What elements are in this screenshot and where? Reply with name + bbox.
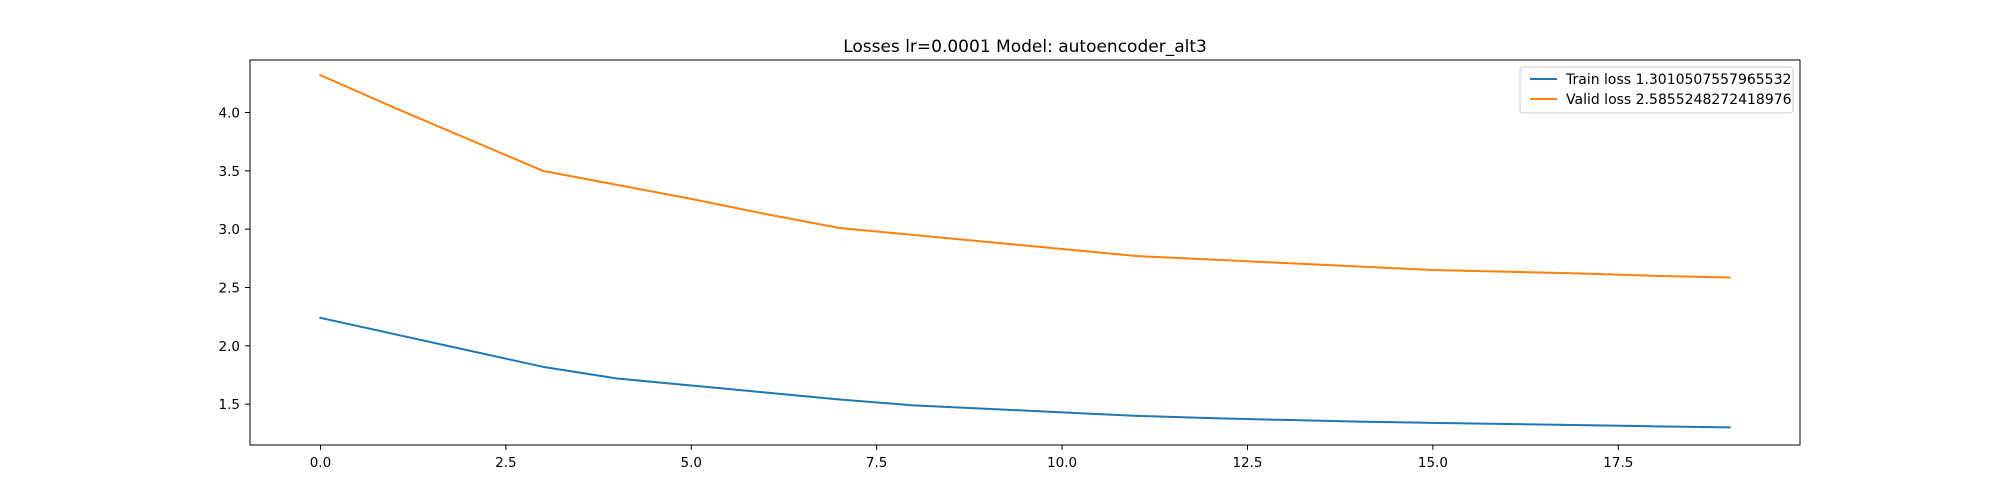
- legend-label-train: Train loss 1.3010507557965532: [1565, 72, 1791, 88]
- plot-series-group: [319, 73, 1731, 429]
- y-tick-label: 2.5: [219, 281, 240, 297]
- legend-label-valid: Valid loss 2.5855248272418976: [1566, 92, 1792, 108]
- x-axis: 0.0 2.5 5.0 7.5 10.0 12.5 15.0 17.5: [310, 445, 1633, 471]
- x-tick-label: 10.0: [1047, 455, 1077, 471]
- y-tick-label: 4.0: [219, 106, 240, 122]
- x-tick-label: 2.5: [495, 455, 516, 471]
- x-tick-label: 0.0: [310, 455, 331, 471]
- y-axis: 1.5 2.0 2.5 3.0 3.5 4.0: [219, 106, 250, 413]
- legend: Train loss 1.3010507557965532 Valid loss…: [1519, 66, 1794, 114]
- axes-frame: [249, 59, 1801, 446]
- legend-box: [1519, 66, 1794, 114]
- x-tick-label: 12.5: [1232, 455, 1262, 471]
- series-line-1: [319, 73, 1731, 279]
- x-tick-label: 7.5: [866, 455, 887, 471]
- x-tick-label: 5.0: [681, 455, 702, 471]
- chart-title: Losses lr=0.0001 Model: autoencoder_alt3: [843, 37, 1207, 57]
- y-tick-label: 3.0: [219, 222, 240, 238]
- y-tick-label: 2.0: [219, 339, 240, 355]
- x-tick-label: 17.5: [1603, 455, 1633, 471]
- x-tick-label: 15.0: [1418, 455, 1448, 471]
- y-tick-label: 3.5: [219, 164, 240, 180]
- series-line-0: [319, 316, 1731, 429]
- y-tick-label: 1.5: [219, 397, 240, 413]
